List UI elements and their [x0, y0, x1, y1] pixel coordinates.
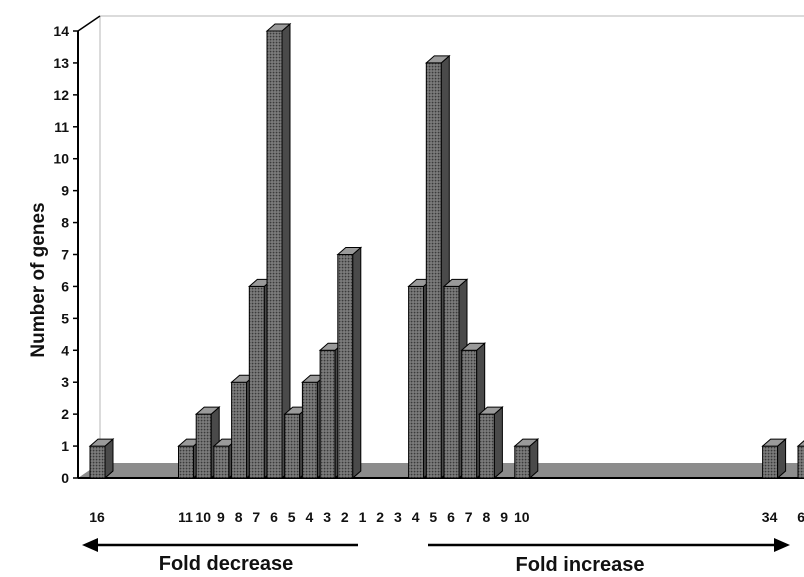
bar-front — [231, 381, 248, 479]
y-tick-label: 6 — [61, 278, 69, 294]
x-tick-label: 10 — [195, 509, 211, 525]
bar-front — [425, 62, 442, 479]
y-tick-label: 8 — [61, 215, 69, 231]
x-tick-label: 3 — [394, 509, 402, 525]
x-tick-label: 8 — [235, 509, 243, 525]
y-tick-label: 9 — [61, 183, 69, 199]
x-tick-label: 11 — [178, 509, 193, 525]
bar-front — [284, 413, 301, 479]
x-tick-label: 34 — [762, 509, 778, 525]
bar-top — [478, 406, 504, 415]
bar-top — [88, 438, 115, 447]
decrease-arrowhead — [82, 538, 98, 552]
x-tick-label: 9 — [500, 509, 508, 525]
y-tick-label: 1 — [61, 438, 69, 454]
fold-decrease-label: Fold decrease — [159, 553, 294, 575]
x-tick-label: 7 — [252, 509, 260, 525]
bar-front — [443, 285, 460, 479]
bar-top — [761, 438, 787, 447]
bar — [194, 406, 221, 480]
bar-front — [762, 445, 779, 479]
bar — [513, 437, 540, 480]
bar-front — [195, 413, 212, 479]
bar-top — [424, 55, 451, 64]
x-tick-label: 5 — [429, 509, 437, 525]
y-tick-label: 10 — [53, 151, 69, 167]
bar — [761, 437, 787, 480]
y-tick-label: 3 — [61, 374, 69, 390]
bar-front — [301, 381, 318, 479]
bar — [478, 406, 504, 480]
bar-front — [797, 445, 804, 479]
bar-front — [213, 445, 230, 479]
x-tick-label: 7 — [465, 509, 473, 525]
y-tick-label: 4 — [61, 342, 69, 358]
bar-side — [352, 246, 362, 480]
x-tick-label: 6 — [270, 509, 278, 525]
x-tick-label: 8 — [483, 509, 491, 525]
bar-top — [513, 438, 540, 447]
y-tick-label: 0 — [61, 470, 69, 486]
bar-top — [265, 23, 292, 32]
bar-front — [461, 349, 478, 479]
bars — [88, 22, 804, 480]
x-tick-label: 10 — [514, 509, 530, 525]
y-tick-label: 14 — [53, 23, 69, 39]
x-axis-tick-labels: 16111098765432123456789103461 — [89, 509, 804, 525]
bar — [796, 440, 804, 479]
bar-front — [178, 445, 194, 479]
bar-top — [796, 440, 804, 447]
bar-front — [319, 349, 336, 479]
x-tick-label: 3 — [323, 509, 331, 525]
x-tick-label: 6 — [447, 509, 455, 525]
increase-arrowhead — [774, 538, 790, 552]
x-tick-label: 2 — [341, 509, 349, 525]
x-tick-label: 16 — [89, 509, 105, 525]
x-tick-label: 1 — [359, 509, 367, 525]
bar-front — [478, 413, 495, 479]
fold-increase-annotation: Fold increase — [428, 538, 790, 576]
bar-top — [194, 406, 221, 415]
bar — [336, 246, 363, 480]
bar — [88, 437, 115, 480]
bar-front — [408, 285, 425, 479]
y-axis-title: Number of genes — [28, 202, 49, 357]
bar — [265, 22, 292, 480]
x-tick-label: 4 — [306, 509, 314, 525]
y-tick-label: 12 — [53, 87, 69, 103]
axis-depth-top — [77, 15, 101, 32]
x-tick-label: 2 — [376, 509, 384, 525]
y-tick-label: 2 — [61, 406, 69, 422]
bar-top — [336, 247, 363, 255]
bar-top — [442, 278, 469, 287]
fold-decrease-annotation: Fold decrease — [82, 538, 358, 575]
bar-front — [337, 254, 354, 479]
x-tick-label: 5 — [288, 509, 296, 525]
bar-side — [493, 406, 503, 480]
x-tick-label: 9 — [217, 509, 225, 525]
bar-front — [514, 445, 531, 479]
bar-front — [266, 30, 283, 479]
bar-front — [89, 445, 106, 479]
fold-increase-label: Fold increase — [516, 554, 645, 576]
x-tick-label: 4 — [412, 509, 420, 525]
x-tick-label: 61 — [797, 509, 804, 525]
bar-top — [460, 342, 487, 351]
y-tick-label: 11 — [54, 119, 69, 135]
y-tick-label: 7 — [61, 247, 69, 263]
y-tick-label: 13 — [53, 55, 69, 71]
y-tick-label: 5 — [61, 310, 69, 326]
bar-front — [248, 285, 265, 479]
